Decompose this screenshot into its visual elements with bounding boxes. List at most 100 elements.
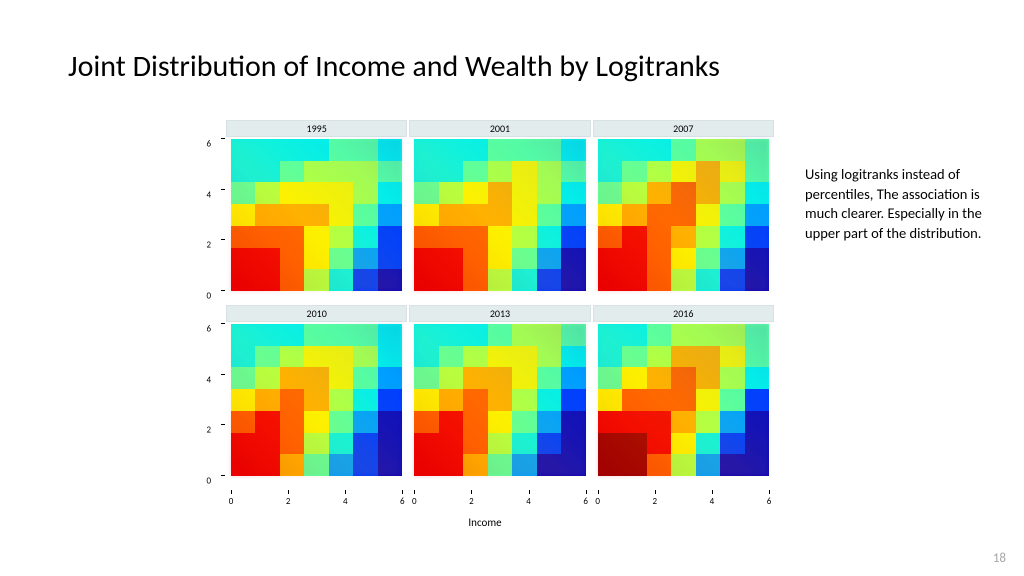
heatmap-cell xyxy=(512,367,536,389)
heatmap-cell xyxy=(353,324,377,346)
heatmap-cell xyxy=(255,182,279,204)
heatmap-cell xyxy=(598,139,622,161)
facet-header: 1995 xyxy=(226,120,407,137)
x-tick-mark xyxy=(655,490,656,494)
heatmap-cell xyxy=(414,346,438,368)
heatmap-cell xyxy=(463,411,487,433)
heatmap-cell xyxy=(622,139,646,161)
heatmap-cell xyxy=(696,346,720,368)
heatmap-cell xyxy=(304,248,328,270)
heatmap-cell xyxy=(280,346,304,368)
heatmap-panel xyxy=(593,139,774,305)
heatmap-cell xyxy=(414,139,438,161)
heatmap-cell xyxy=(745,367,769,389)
heatmap-cell xyxy=(512,346,536,368)
heatmap-cell xyxy=(353,411,377,433)
heatmap-cell xyxy=(231,269,255,291)
heatmap-cell xyxy=(622,269,646,291)
x-tick-label: 0 xyxy=(595,496,600,507)
heatmap-cell xyxy=(512,204,536,226)
heatmap-cell xyxy=(537,389,561,411)
page-number: 18 xyxy=(993,551,1006,566)
y-tick-label: 6 xyxy=(206,139,211,150)
heatmap-cell xyxy=(280,139,304,161)
heatmap-cell xyxy=(671,389,695,411)
heatmap-cell xyxy=(231,389,255,411)
heatmap-cell xyxy=(378,324,402,346)
heatmap-cell xyxy=(671,226,695,248)
heatmap-cell xyxy=(414,411,438,433)
x-tick-mark xyxy=(586,490,587,494)
heatmap-cell xyxy=(463,139,487,161)
heatmap-cell xyxy=(512,433,536,455)
heatmap-cell xyxy=(255,389,279,411)
heatmap-cell xyxy=(622,161,646,183)
heatmap-grid xyxy=(598,324,769,476)
heatmap-cell xyxy=(512,139,536,161)
heatmap-cell xyxy=(280,367,304,389)
x-tick-mark xyxy=(231,490,232,494)
heatmap-cell xyxy=(280,433,304,455)
heatmap-cell xyxy=(439,433,463,455)
facet-heatmap-figure: 1995200120070246201020132016024602460246… xyxy=(195,120,775,540)
heatmap-cell xyxy=(512,226,536,248)
x-tick-label: 6 xyxy=(400,496,405,507)
x-tick-mark xyxy=(712,490,713,494)
heatmap-cell xyxy=(561,204,585,226)
x-tick-mark xyxy=(598,490,599,494)
heatmap-cell xyxy=(488,389,512,411)
heatmap-grid xyxy=(231,324,402,476)
heatmap-grid xyxy=(414,139,585,291)
x-tick-label: 6 xyxy=(767,496,772,507)
heatmap-cell xyxy=(231,248,255,270)
heatmap-cell xyxy=(720,139,744,161)
heatmap-cell xyxy=(561,161,585,183)
heatmap-cell xyxy=(414,248,438,270)
heatmap-cell xyxy=(696,454,720,476)
heatmap-cell xyxy=(561,454,585,476)
heatmap-cell xyxy=(488,367,512,389)
heatmap-cell xyxy=(488,454,512,476)
heatmap-cell xyxy=(304,182,328,204)
y-tick-mark xyxy=(221,290,225,291)
heatmap-cell xyxy=(720,182,744,204)
heatmap-cell xyxy=(512,248,536,270)
heatmap-panel xyxy=(226,324,407,490)
heatmap-cell xyxy=(622,454,646,476)
heatmap-cell xyxy=(488,226,512,248)
heatmap-cell xyxy=(622,433,646,455)
heatmap-cell xyxy=(255,204,279,226)
x-tick-mark xyxy=(345,490,346,494)
heatmap-cell xyxy=(488,248,512,270)
heatmap-cell xyxy=(329,367,353,389)
heatmap-cell xyxy=(598,324,622,346)
heatmap-cell xyxy=(647,248,671,270)
heatmap-cell xyxy=(488,324,512,346)
heatmap-grid xyxy=(414,324,585,476)
y-tick-label: 0 xyxy=(206,476,211,487)
heatmap-cell xyxy=(720,226,744,248)
heatmap-cell xyxy=(671,411,695,433)
y-axis: 0246 xyxy=(195,139,225,305)
heatmap-cell xyxy=(561,389,585,411)
slide-title: Joint Distribution of Income and Wealth … xyxy=(68,48,720,85)
heatmap-cell xyxy=(231,161,255,183)
heatmap-cell xyxy=(353,389,377,411)
heatmap-cell xyxy=(561,248,585,270)
heatmap-cell xyxy=(280,226,304,248)
y-tick-label: 4 xyxy=(206,374,211,385)
heatmap-cell xyxy=(561,346,585,368)
heatmap-cell xyxy=(353,454,377,476)
heatmap-cell xyxy=(561,269,585,291)
heatmap-grid xyxy=(598,139,769,291)
heatmap-cell xyxy=(280,204,304,226)
heatmap-cell xyxy=(231,139,255,161)
heatmap-cell xyxy=(304,161,328,183)
heatmap-cell xyxy=(304,226,328,248)
heatmap-cell xyxy=(231,182,255,204)
heatmap-cell xyxy=(280,389,304,411)
heatmap-cell xyxy=(353,226,377,248)
heatmap-cell xyxy=(696,161,720,183)
side-note: Using logitranks instead of percentiles,… xyxy=(805,165,995,243)
heatmap-cell xyxy=(671,433,695,455)
